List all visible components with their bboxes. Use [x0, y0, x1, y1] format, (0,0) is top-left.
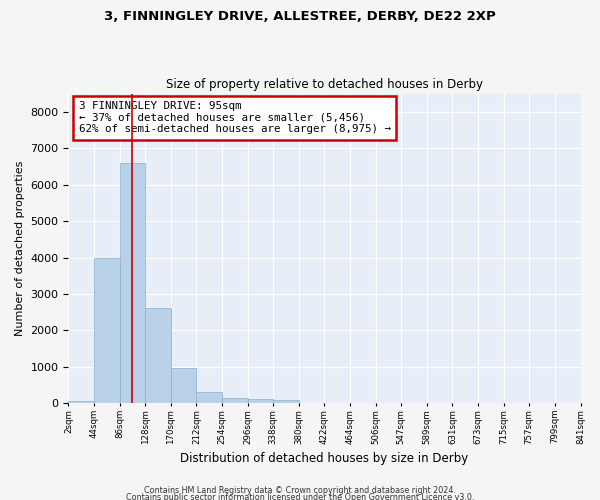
Text: Contains HM Land Registry data © Crown copyright and database right 2024.: Contains HM Land Registry data © Crown c…: [144, 486, 456, 495]
Title: Size of property relative to detached houses in Derby: Size of property relative to detached ho…: [166, 78, 483, 91]
Bar: [196, 392, 222, 403]
Text: 3, FINNINGLEY DRIVE, ALLESTREE, DERBY, DE22 2XP: 3, FINNINGLEY DRIVE, ALLESTREE, DERBY, D…: [104, 10, 496, 23]
Bar: [68, 400, 94, 403]
Bar: [94, 258, 119, 403]
X-axis label: Distribution of detached houses by size in Derby: Distribution of detached houses by size …: [181, 452, 469, 465]
Text: 3 FINNINGLEY DRIVE: 95sqm
← 37% of detached houses are smaller (5,456)
62% of se: 3 FINNINGLEY DRIVE: 95sqm ← 37% of detac…: [79, 102, 391, 134]
Bar: [119, 163, 145, 403]
Y-axis label: Number of detached properties: Number of detached properties: [15, 160, 25, 336]
Bar: [171, 368, 196, 403]
Bar: [222, 398, 248, 403]
Bar: [273, 400, 299, 403]
Bar: [248, 399, 273, 403]
Bar: [145, 308, 171, 403]
Text: Contains public sector information licensed under the Open Government Licence v3: Contains public sector information licen…: [126, 494, 474, 500]
